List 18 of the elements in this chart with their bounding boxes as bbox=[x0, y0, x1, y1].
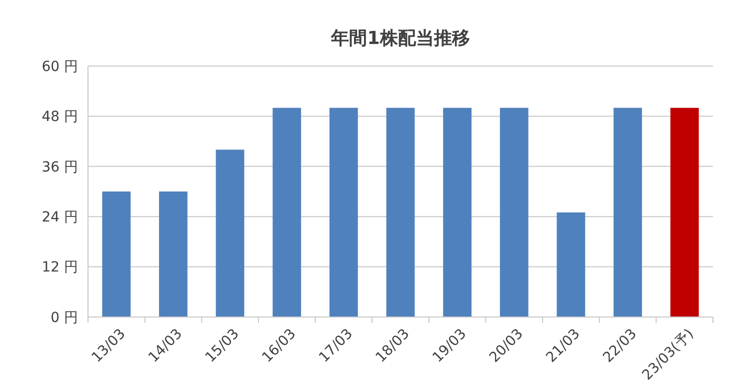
y-tick-label: 48 円 bbox=[42, 109, 78, 126]
y-tick-label: 24 円 bbox=[42, 210, 78, 226]
bar bbox=[216, 150, 244, 317]
bar bbox=[556, 212, 586, 317]
chart-title: 年間1株配当推移 bbox=[330, 28, 470, 49]
y-tick-label: 36 円 bbox=[42, 159, 78, 176]
bar bbox=[670, 108, 699, 317]
bar bbox=[500, 108, 528, 317]
bar bbox=[102, 192, 131, 317]
bar bbox=[272, 108, 302, 317]
y-tick-label: 0 円 bbox=[50, 310, 78, 326]
bar bbox=[614, 108, 642, 317]
y-tick-label: 12 円 bbox=[42, 260, 78, 276]
bar bbox=[386, 108, 415, 317]
bar bbox=[329, 108, 358, 317]
y-tick-label: 60 円 bbox=[42, 58, 78, 75]
bar bbox=[443, 108, 472, 317]
bar bbox=[159, 192, 188, 317]
